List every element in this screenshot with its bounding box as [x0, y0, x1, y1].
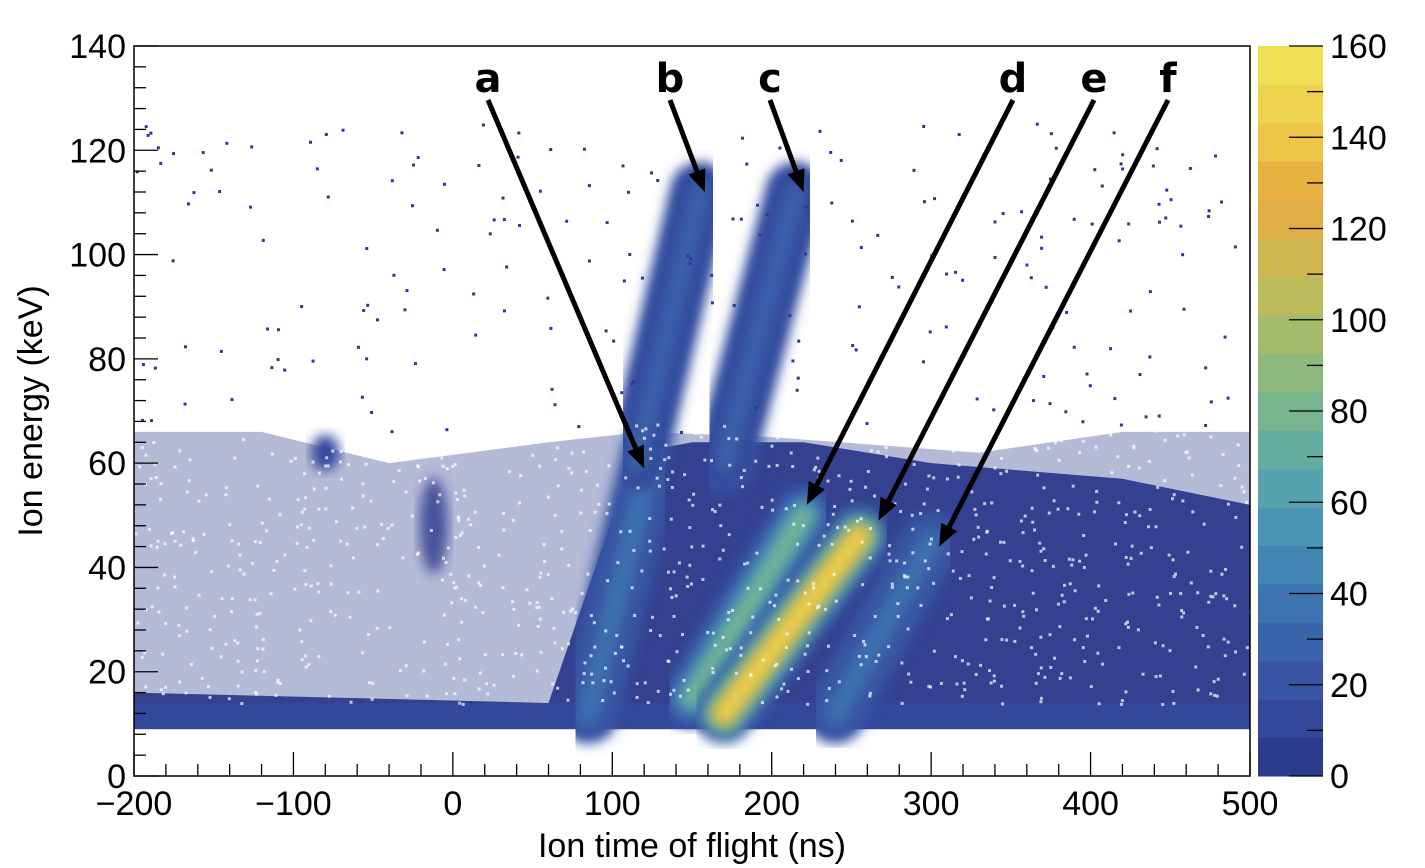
colorbar-segment — [1258, 545, 1323, 585]
colorbar-segment — [1258, 314, 1323, 354]
y-tick-label: 20 — [88, 654, 126, 692]
colorbar-segment — [1258, 507, 1323, 546]
colorbar-tick-label: 60 — [1330, 484, 1368, 522]
annotation-c: c — [758, 56, 805, 192]
colorbar-segment — [1258, 699, 1323, 739]
colorbar-tick-label: 40 — [1330, 576, 1368, 614]
x-axis-ticks — [133, 752, 1251, 776]
x-tick-label: 400 — [1062, 785, 1119, 823]
annotation-f: f — [939, 56, 1177, 547]
x-tick-label: 200 — [743, 785, 800, 823]
colorbar — [1258, 45, 1323, 777]
y-tick-label: 80 — [88, 341, 126, 379]
y-tick-label: 120 — [69, 132, 126, 170]
colorbar-tick-labels: 0 20 40 60 80 100 120 140 160 — [1330, 28, 1387, 796]
x-tick-label: 500 — [1222, 785, 1279, 823]
annotation-arrow — [667, 99, 700, 173]
band-b — [606, 162, 730, 494]
annotation-d: d — [806, 56, 1028, 505]
annotation-arrow — [886, 98, 1097, 503]
colorbar-segment — [1258, 276, 1323, 316]
annotation-arrowhead — [878, 496, 897, 521]
x-tick-label: 0 — [443, 785, 462, 823]
colorbar-segment — [1258, 199, 1323, 239]
x-tick-label: −200 — [96, 785, 173, 823]
spot-cluster — [419, 477, 448, 574]
x-tick-label: 100 — [584, 785, 641, 823]
dense-region — [134, 442, 1250, 730]
colorbar-segment — [1258, 122, 1323, 162]
band-c — [693, 162, 826, 494]
annotation-arrowhead — [806, 481, 825, 505]
colorbar-segment — [1258, 84, 1323, 124]
band-e — [693, 506, 890, 744]
band-f — [805, 511, 962, 744]
annotation-label: f — [1159, 56, 1177, 102]
annotation-label: e — [1080, 56, 1107, 102]
colorbar-tick-label: 20 — [1330, 667, 1368, 705]
spot-cluster — [311, 434, 340, 471]
annotation-a: a — [475, 56, 645, 469]
colorbar-segment — [1258, 737, 1323, 777]
annotation-arrowhead — [939, 522, 958, 547]
colorbar-segment — [1258, 46, 1323, 85]
y-tick-label: 140 — [69, 28, 126, 66]
annotation-label: c — [758, 56, 782, 102]
annotation-arrowhead — [787, 168, 805, 192]
x-axis-title: Ion time of flight (ns) — [538, 827, 846, 865]
colorbar-segment — [1258, 353, 1323, 393]
colorbar-tick-label: 140 — [1330, 119, 1387, 157]
colorbar-segment — [1258, 161, 1323, 201]
colorbar-segment — [1258, 622, 1323, 662]
colorbar-segment — [1258, 468, 1323, 508]
colorbar-segment — [1258, 660, 1323, 700]
y-tick-label: 100 — [69, 237, 126, 275]
annotation-arrow — [946, 98, 1171, 529]
colorbar-tick-label: 80 — [1330, 393, 1368, 431]
annotation-arrow — [814, 98, 1016, 487]
x-axis-tick-labels: −200 −100 0 100 200 300 400 500 — [96, 785, 1279, 823]
annotation-b: b — [656, 56, 706, 192]
y-axis-ticks — [134, 45, 158, 777]
colorbar-tick-label: 160 — [1330, 28, 1387, 66]
annotation-arrow — [767, 99, 799, 173]
annotation-label: a — [475, 56, 502, 102]
annotation-arrowhead — [688, 168, 706, 192]
plot-frame — [133, 45, 1251, 777]
colorbar-tick-label: 0 — [1330, 758, 1349, 796]
y-axis-title: Ion energy (keV) — [12, 285, 50, 536]
y-tick-label: 40 — [88, 549, 126, 587]
x-tick-label: −100 — [255, 785, 332, 823]
band-d — [662, 485, 834, 728]
colorbar-tick-label: 100 — [1330, 302, 1387, 340]
annotation-arrow — [485, 99, 638, 450]
y-axis-tick-labels: 0 20 40 60 80 100 120 140 — [69, 28, 126, 796]
band-a — [558, 422, 683, 744]
annotation-e: e — [878, 56, 1108, 521]
y-tick-label: 60 — [88, 445, 126, 483]
colorbar-tick-label: 120 — [1330, 211, 1387, 249]
x-tick-label: 300 — [903, 785, 960, 823]
sparse-counts — [134, 122, 1250, 706]
colorbar-segment — [1258, 430, 1323, 470]
annotation-arrowhead — [627, 444, 645, 469]
y-tick-label: 0 — [107, 758, 126, 796]
heatmap-area — [134, 122, 1250, 744]
band-annotations: a b c d e f — [475, 56, 1177, 547]
annotation-label: d — [999, 56, 1028, 102]
annotation-label: b — [656, 56, 685, 102]
colorbar-segment — [1258, 238, 1323, 278]
colorbar-segment — [1258, 583, 1323, 623]
